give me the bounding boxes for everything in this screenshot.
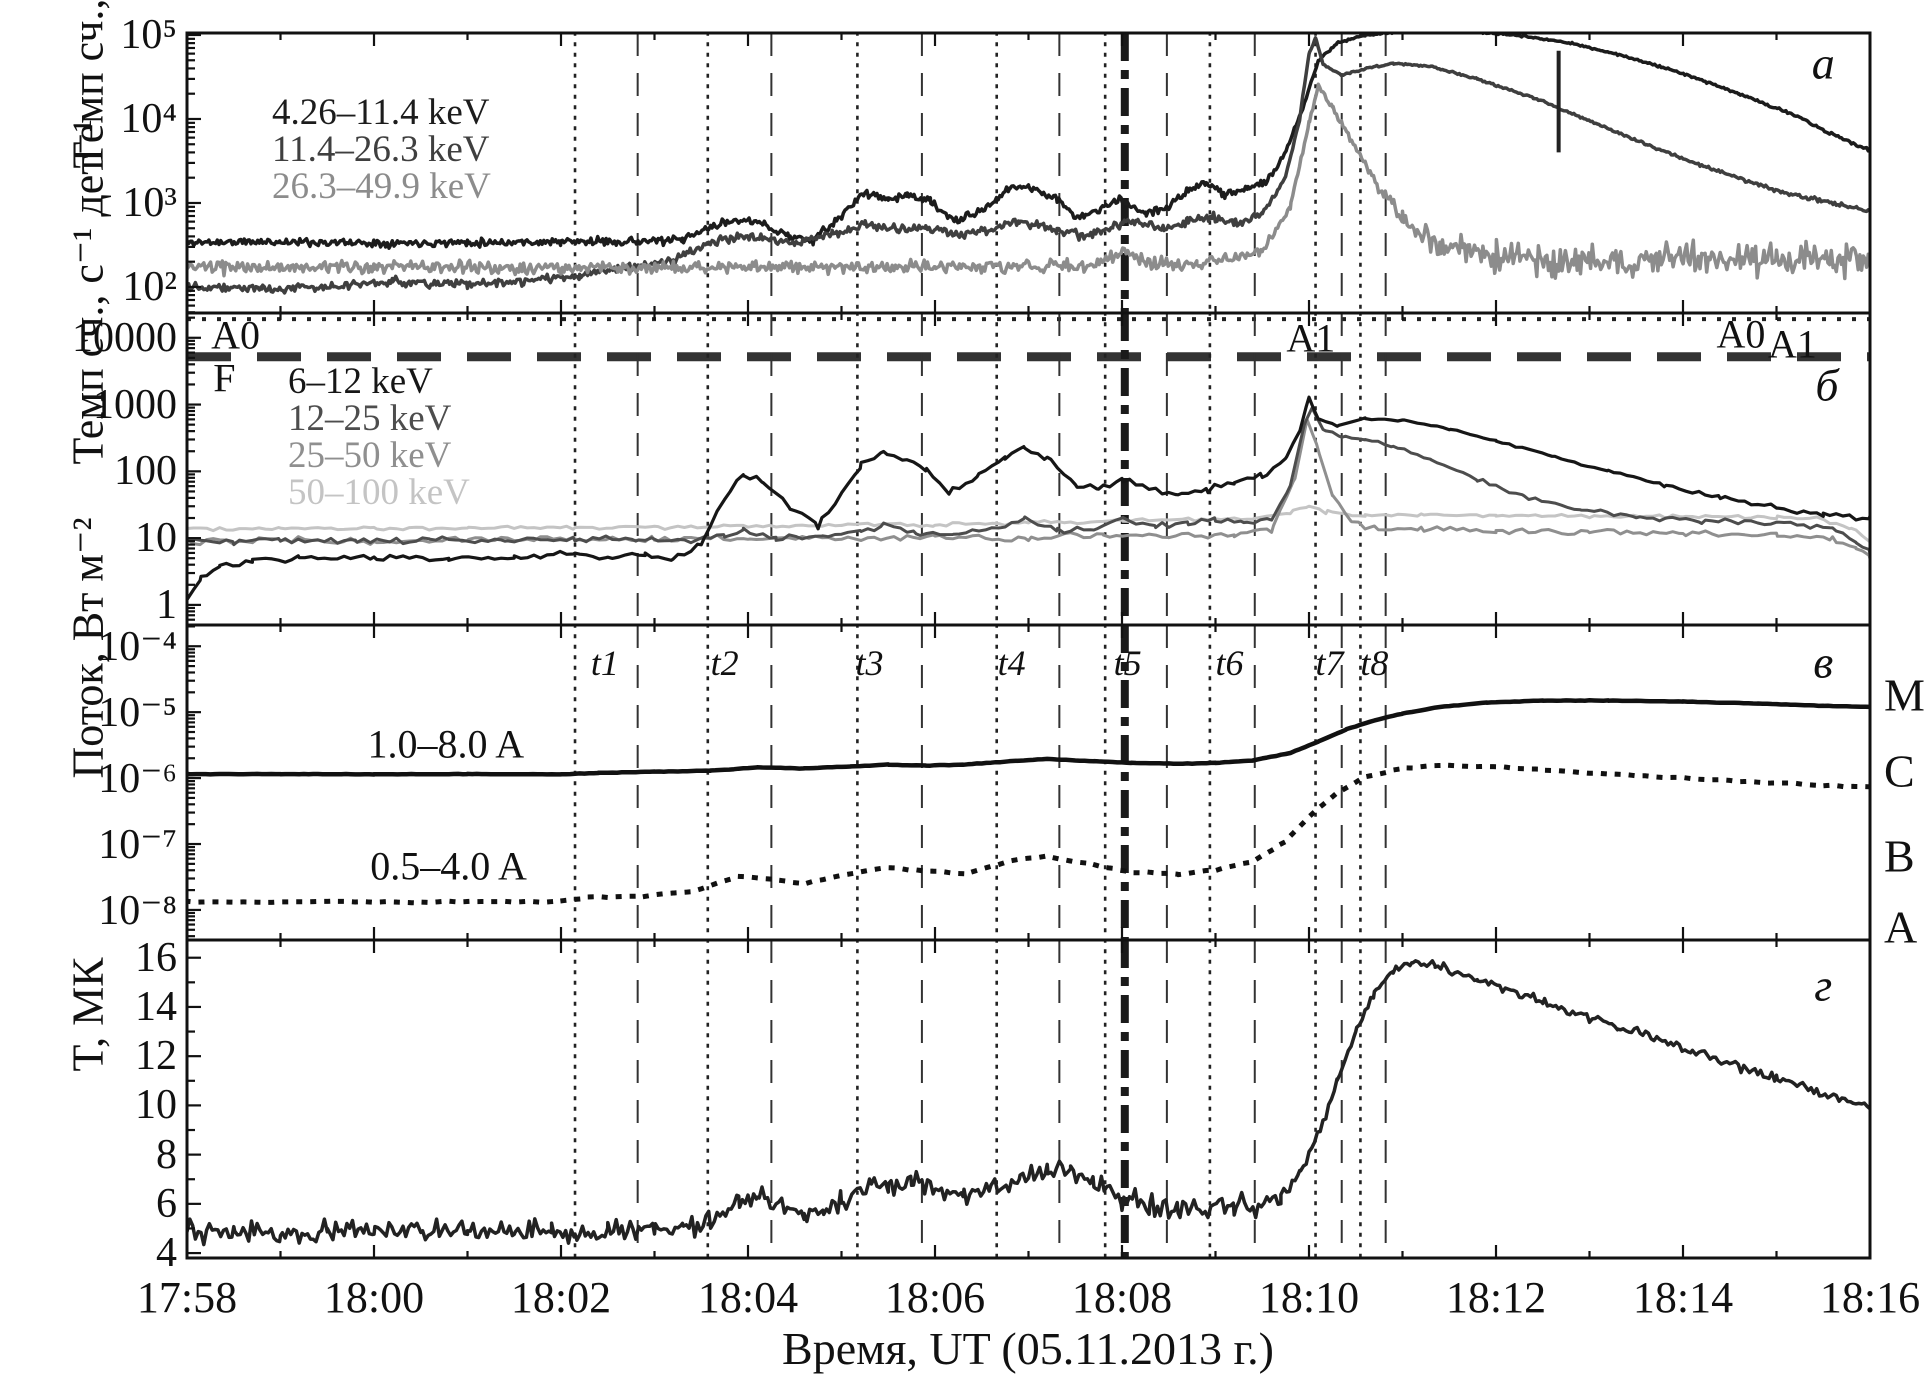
legend-item-b: 50–100 keV — [288, 472, 470, 513]
t-marker-t7: t7 — [1315, 643, 1344, 683]
y-tick-label-g: 4 — [156, 1230, 177, 1277]
goes-class-label-M: M — [1884, 669, 1925, 721]
panel-g-frame — [185, 938, 1872, 1260]
y-tick-label-v: 10⁻⁴ — [98, 624, 177, 671]
y-tick-label-b: 100 — [114, 448, 177, 495]
y-tick-label-g: 14 — [135, 983, 177, 1030]
y-tick-label-v: 10⁻⁷ — [98, 822, 177, 869]
legend-item-b: 12–25 keV — [288, 398, 452, 439]
y-tick-label-v: 10⁻⁵ — [98, 690, 177, 737]
t-marker-t2: t2 — [710, 643, 739, 683]
panel-v-frame — [185, 623, 1872, 942]
x-tick-label: 18:14 — [1632, 1273, 1734, 1322]
t-marker-t5: t5 — [1113, 643, 1142, 683]
x-tick-label: 18:02 — [510, 1273, 612, 1322]
series-b-25-50-keV — [187, 418, 1870, 561]
legend-item-a: 26.3–49.9 keV — [272, 166, 491, 207]
series-g-T — [187, 959, 1870, 1247]
x-tick-label: 18:08 — [1071, 1273, 1173, 1322]
series-b-12-25-keV — [187, 406, 1870, 556]
t-marker-t8: t8 — [1360, 643, 1389, 683]
goes-class-label-A: A — [1884, 901, 1918, 953]
y-tick-label-v: 10⁻⁸ — [98, 887, 177, 934]
panel-g-plot-area — [187, 940, 1870, 1258]
panel-v-plot-area — [187, 625, 1870, 940]
panel-letter-g: г — [1814, 959, 1833, 1011]
legend-item-a: 4.26–11.4 keV — [272, 92, 490, 133]
y-tick-label-b: 1 — [156, 581, 177, 628]
y-tick-label-g: 6 — [156, 1180, 177, 1227]
y-tick-label-b: 1000 — [93, 381, 177, 428]
panel-letter-b: б — [1815, 359, 1839, 411]
curve-label-1: 0.5–4.0 A — [370, 843, 527, 889]
x-tick-label: 18:00 — [323, 1273, 425, 1322]
annotation-f-1: F — [213, 355, 236, 401]
x-tick-label: 17:58 — [136, 1273, 238, 1322]
series-a-26-3-49-9-keV — [187, 82, 1870, 281]
series-a-4-26-11-4-keV — [187, 33, 1870, 250]
y-tick-label-g: 8 — [156, 1131, 177, 1178]
series-v-1-0-8-0-A — [187, 698, 1870, 777]
annotation-a1-4: A1 — [1767, 321, 1817, 367]
goes-class-label-B: B — [1884, 830, 1915, 882]
legend-item-a: 11.4–26.3 keV — [272, 129, 490, 170]
y-tick-label-b: 10000 — [72, 314, 177, 361]
y-tick-label-a: 10³ — [122, 179, 177, 226]
y-tick-label-g: 12 — [135, 1033, 177, 1080]
y-tick-label-b: 10 — [135, 515, 177, 562]
y-tick-label-g: 10 — [135, 1082, 177, 1129]
panel-letter-v: в — [1813, 636, 1834, 688]
legend-item-b: 6–12 keV — [288, 361, 433, 402]
annotation-a0-0: A0 — [211, 312, 261, 358]
series-v-0-5-4-0-A — [187, 762, 1870, 906]
annotation-a1-2: A1 — [1286, 315, 1336, 361]
t-marker-t1: t1 — [590, 643, 619, 683]
annotation-a0-3: A0 — [1716, 311, 1766, 357]
y-tick-label-v: 10⁻⁶ — [98, 756, 177, 803]
series-b-6-12-keV — [187, 395, 1870, 602]
y-axis-label-g: T, МК — [63, 957, 113, 1072]
x-tick-label: 18:06 — [884, 1273, 986, 1322]
y-axis-label-v: Поток, Вт м⁻² — [63, 516, 113, 778]
t-marker-t6: t6 — [1215, 643, 1244, 683]
series-a-11-4-26-3-keV — [187, 36, 1870, 295]
curve-label-0: 1.0–8.0 A — [367, 721, 525, 767]
series-b-50-100-keV — [187, 504, 1870, 543]
t-marker-t4: t4 — [997, 643, 1026, 683]
x-tick-label: 18:04 — [697, 1273, 799, 1322]
y-tick-label-a: 10² — [122, 263, 177, 310]
y-tick-label-a: 10⁵ — [120, 11, 177, 58]
t-marker-t3: t3 — [855, 643, 884, 683]
legend-item-b: 25–50 keV — [288, 435, 452, 476]
panel-a-plot-area — [187, 33, 1870, 313]
x-tick-label: 18:16 — [1819, 1273, 1921, 1322]
y-tick-label-g: 16 — [135, 934, 177, 981]
x-axis-title: Время, UT (05.11.2013 г.) — [782, 1323, 1274, 1374]
goes-class-label-C: C — [1884, 745, 1915, 797]
y-tick-label-a: 10⁴ — [120, 95, 177, 142]
x-tick-label: 18:12 — [1445, 1273, 1547, 1322]
y-axis-label-b: Темп сч., с⁻¹ дет⁻¹ — [63, 119, 113, 465]
x-tick-label: 18:10 — [1258, 1273, 1360, 1322]
panel-letter-a: a — [1811, 37, 1835, 89]
